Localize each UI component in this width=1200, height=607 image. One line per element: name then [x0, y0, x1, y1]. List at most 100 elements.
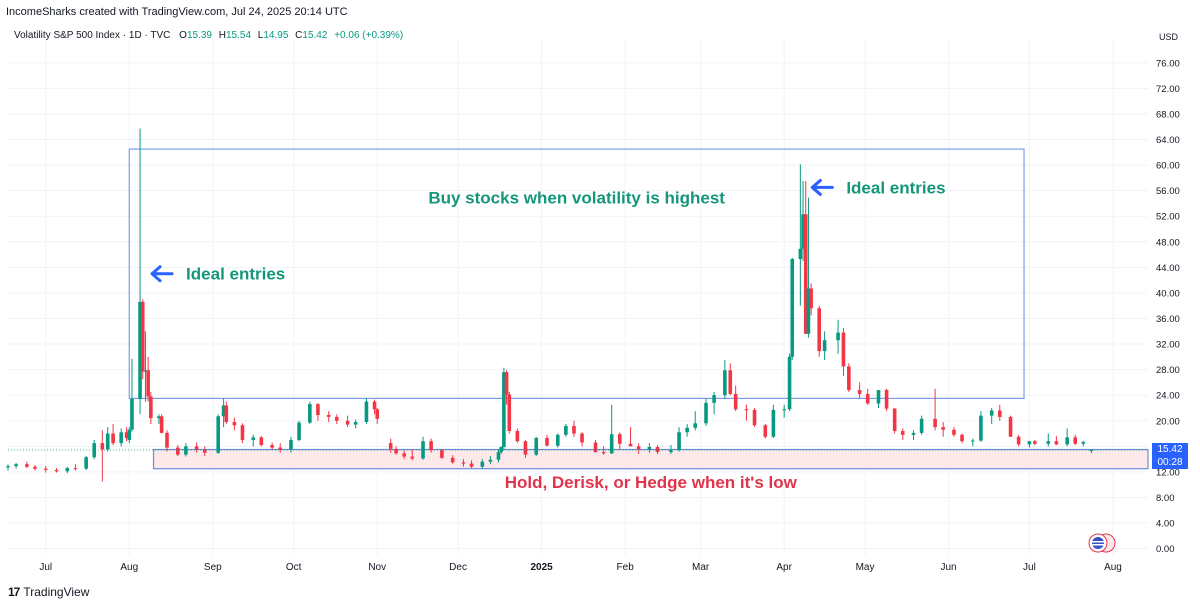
y-tick-label: 60.00	[1156, 161, 1180, 172]
close-label: C	[295, 30, 303, 41]
candle-body	[394, 448, 398, 454]
candle-body	[609, 434, 614, 454]
candle-body	[127, 429, 132, 440]
x-tick-label: May	[856, 562, 875, 573]
candle-body	[159, 416, 164, 433]
candle-body	[685, 427, 689, 433]
candle-body	[488, 459, 493, 462]
candle-body	[111, 433, 115, 444]
candle-body	[545, 438, 549, 446]
y-tick-label: 0.00	[1156, 544, 1175, 555]
candle-body	[43, 468, 48, 470]
candle-body	[289, 439, 293, 450]
candle-body	[1081, 441, 1086, 444]
candle-body	[84, 457, 88, 469]
candle-body	[1089, 450, 1094, 452]
y-tick-label: 8.00	[1156, 493, 1175, 504]
candle-body	[884, 390, 889, 409]
candle-body	[790, 259, 795, 357]
candle-body	[480, 461, 485, 467]
candle-body	[224, 405, 229, 423]
x-axis[interactable]: Jul Aug Sep Oct Nov Dec 2025 Feb Mar Apr May Jun Jul…	[39, 562, 1122, 573]
candles	[6, 128, 1094, 482]
arrow-icon	[810, 178, 834, 196]
high-value: 15.54	[225, 30, 252, 41]
candle-body	[677, 432, 681, 451]
candle-body	[744, 409, 749, 411]
y-tick-label: 12.00	[1156, 467, 1180, 478]
x-tick-label: Jul	[1023, 562, 1036, 573]
ideal-entries-label-1: Ideal entries	[186, 265, 285, 284]
candle-body	[865, 393, 870, 404]
candle-body	[971, 440, 975, 442]
candle-body	[326, 415, 331, 417]
tradingview-logo[interactable]: 17 TradingView	[8, 585, 89, 599]
candle-body	[933, 418, 937, 428]
y-tick-label: 24.00	[1156, 391, 1180, 402]
candle-body	[216, 416, 221, 453]
currency-label: USD	[1159, 32, 1179, 42]
bar-countdown: 00:28	[1157, 457, 1183, 469]
candle-body	[146, 370, 150, 397]
candle-body	[601, 452, 606, 454]
y-tick-label: 68.00	[1156, 109, 1180, 120]
candle-body	[723, 370, 727, 396]
candle-body	[504, 372, 509, 395]
candle-body	[763, 425, 768, 437]
candle-body	[1054, 441, 1059, 445]
x-tick-label: Nov	[368, 562, 386, 573]
tradingview-brand: TradingView	[23, 585, 90, 599]
candle-body	[919, 418, 924, 433]
x-tick-label: Jul	[39, 562, 52, 573]
candle-body	[130, 399, 134, 430]
candle-body	[636, 446, 641, 450]
candle-body	[270, 445, 274, 448]
candle-body	[952, 429, 956, 435]
candle-body	[73, 468, 78, 470]
candle-body	[240, 425, 245, 440]
candle-body	[806, 288, 811, 334]
candle-body	[278, 447, 282, 450]
candle-body	[817, 308, 822, 352]
candle-body	[1008, 416, 1013, 437]
candle-body	[175, 447, 180, 455]
candle-body	[334, 416, 339, 421]
candle-body	[100, 443, 105, 450]
x-tick-label: Aug	[120, 562, 138, 573]
candle-body	[25, 464, 29, 467]
x-tick-label: Apr	[776, 562, 792, 573]
y-tick-label: 36.00	[1156, 314, 1180, 325]
candle-body	[502, 372, 506, 447]
candle-body	[593, 442, 598, 453]
last-price-value: 15.42	[1157, 444, 1183, 456]
candle-body	[515, 430, 520, 442]
candle-body	[803, 214, 808, 334]
y-tick-label: 76.00	[1156, 58, 1180, 69]
candle-body	[496, 452, 501, 460]
y-axis[interactable]: 0.004.008.0012.0016.0020.0024.0028.0032.…	[1156, 58, 1180, 555]
candle-body	[857, 390, 862, 394]
candle-body	[345, 420, 350, 425]
ideal-entries-label-2: Ideal entries	[846, 178, 945, 197]
candle-body	[6, 466, 10, 468]
chart-credit: IncomeSharks created with TradingView.co…	[6, 6, 348, 18]
candle-body	[402, 453, 406, 457]
symbol-name[interactable]: Volatility S&P 500 Index · 1D · TVC	[14, 30, 171, 41]
candle-body	[669, 450, 673, 453]
candle-body	[364, 401, 369, 423]
candle-body	[92, 443, 97, 458]
candle-body	[388, 443, 393, 449]
y-tick-label: 56.00	[1156, 186, 1180, 197]
candle-body	[149, 396, 153, 419]
candle-body	[221, 405, 226, 417]
candle-body	[822, 340, 827, 352]
candle-body	[297, 422, 301, 440]
candle-body	[712, 395, 716, 403]
candle-body	[523, 441, 528, 455]
symbol-legend[interactable]: Volatility S&P 500 Index · 1D · TVC O15.…	[14, 30, 403, 41]
candle-body	[165, 432, 169, 448]
candle-body	[900, 430, 905, 435]
candle-body	[655, 446, 660, 453]
candle-body	[733, 393, 738, 410]
